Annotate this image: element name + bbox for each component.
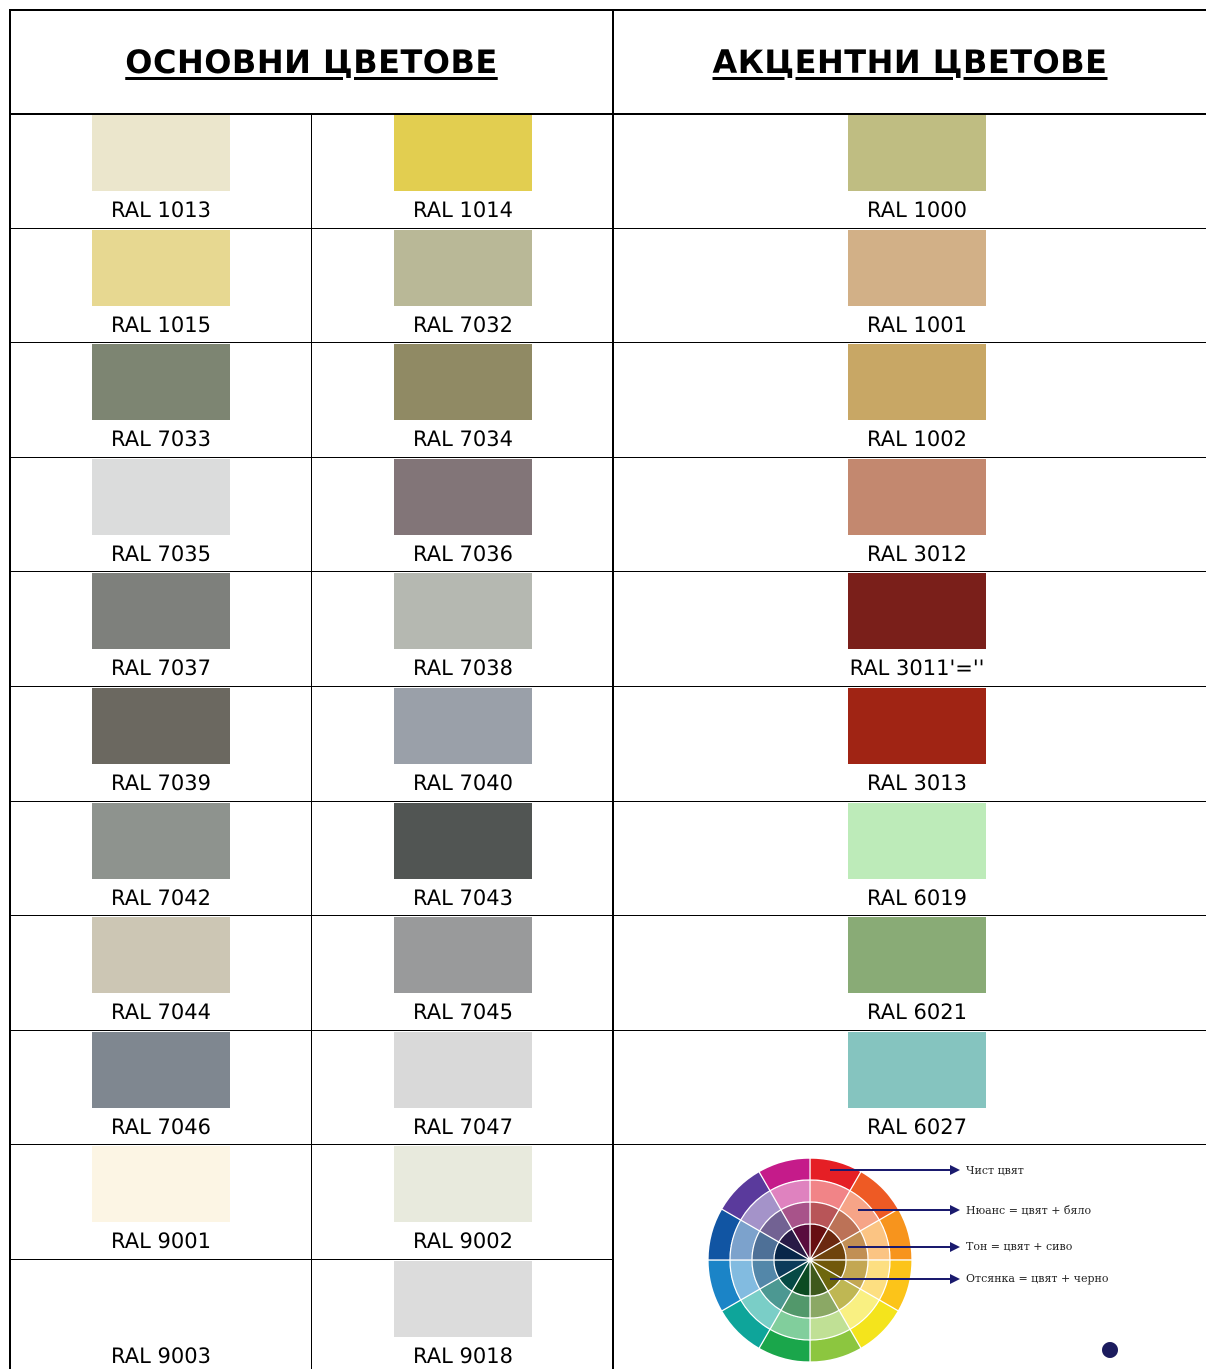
row-divider	[9, 1259, 612, 1260]
color-code-label: RAL 7044	[111, 1000, 211, 1025]
color-swatch	[394, 1146, 532, 1223]
color-code-label: RAL 7037	[111, 656, 211, 681]
logo-icon	[1102, 1342, 1118, 1358]
color-swatch	[394, 917, 532, 994]
color-code-label: RAL 9001	[111, 1229, 211, 1254]
accent-color-code-label: RAL 1000	[867, 198, 967, 222]
color-code-label: RAL 1013	[111, 198, 211, 222]
color-code-label: RAL 7036	[413, 541, 513, 566]
color-code-label: RAL 9003	[111, 1344, 211, 1368]
accent-color-swatch	[848, 802, 986, 879]
row-divider	[9, 1144, 1206, 1146]
color-swatch	[394, 688, 532, 764]
accent-color-code-label: RAL 1002	[867, 427, 967, 452]
color-swatch	[394, 229, 532, 306]
accent-color-code-label: RAL 3011'=''	[849, 656, 985, 681]
accent-color-swatch	[848, 115, 986, 191]
accent-color-code-label: RAL 6019	[867, 885, 967, 910]
color-swatch	[92, 573, 230, 650]
color-code-label: RAL 7038	[413, 656, 513, 681]
color-swatch	[92, 344, 230, 421]
accent-color-swatch	[848, 917, 986, 994]
color-swatch	[92, 917, 230, 994]
accent-colors-heading: АКЦЕНТНИ ЦВЕТОВЕ	[712, 43, 1108, 81]
accent-color-swatch	[848, 573, 986, 650]
color-swatch	[394, 573, 532, 650]
accent-color-swatch	[848, 229, 986, 306]
color-code-label: RAL 9018	[413, 1344, 513, 1368]
pointer-arrowhead	[950, 1165, 960, 1175]
color-swatch	[92, 458, 230, 535]
color-swatch	[92, 802, 230, 879]
row-divider	[9, 571, 1206, 573]
accent-color-swatch	[848, 344, 986, 421]
shade-label: Отсянка = цвят + черно	[966, 1272, 1109, 1285]
table-left-border	[9, 9, 11, 1369]
color-code-label: RAL 7043	[413, 885, 513, 910]
row-divider	[9, 1029, 1206, 1031]
color-swatch	[92, 1031, 230, 1108]
accent-color-code-label: RAL 1001	[867, 312, 967, 337]
row-divider	[9, 800, 1206, 802]
color-code-label: RAL 7035	[111, 541, 211, 566]
pointer-arrowhead	[950, 1205, 960, 1215]
color-code-label: RAL 1014	[413, 198, 513, 222]
pointer-arrowhead	[950, 1242, 960, 1252]
accent-color-code-label: RAL 3013	[867, 771, 967, 795]
tone-label: Тон = цвят + сиво	[966, 1240, 1073, 1253]
color-code-label: RAL 7039	[111, 771, 211, 795]
tint-label: Нюанс = цвят + бяло	[966, 1204, 1092, 1217]
pointer-arrowhead	[950, 1274, 960, 1284]
color-code-label: RAL 7042	[111, 885, 211, 910]
row-divider	[9, 915, 1206, 917]
color-swatch	[394, 1031, 532, 1108]
accent-color-code-label: RAL 3012	[867, 541, 967, 566]
accent-color-swatch	[848, 688, 986, 764]
row-divider	[9, 227, 1206, 229]
color-swatch	[92, 1261, 230, 1337]
color-code-label: RAL 1015	[111, 312, 211, 337]
color-code-label: RAL 7047	[413, 1114, 513, 1139]
main-colors-heading: ОСНОВНИ ЦВЕТОВЕ	[125, 43, 498, 81]
table-top-border	[9, 9, 1206, 11]
row-divider	[9, 686, 1206, 687]
accent-color-code-label: RAL 6021	[867, 1000, 967, 1025]
color-swatch	[92, 115, 230, 191]
color-code-label: RAL 7034	[413, 427, 513, 452]
color-wheel	[707, 1157, 1118, 1363]
row-divider	[9, 342, 1206, 344]
color-swatch	[394, 802, 532, 879]
accent-color-swatch	[848, 1031, 986, 1108]
color-code-label: RAL 7033	[111, 427, 211, 452]
accent-color-swatch	[848, 458, 986, 535]
accent-color-code-label: RAL 6027	[867, 1114, 967, 1139]
color-swatch	[394, 1261, 532, 1337]
section-divider	[612, 9, 614, 1369]
wheel-segment	[791, 1223, 811, 1263]
main-column-divider	[311, 113, 312, 1369]
color-swatch	[394, 115, 532, 191]
color-swatch	[394, 344, 532, 421]
row-divider	[9, 456, 1206, 458]
color-code-label: RAL 7032	[413, 312, 513, 337]
color-swatch	[92, 688, 230, 764]
color-wheel-figure: Чист цвят Нюанс = цвят + бяло Тон = цвят…	[700, 1150, 1120, 1365]
header-bottom-border	[9, 113, 1206, 115]
color-code-label: RAL 9002	[413, 1229, 513, 1254]
color-swatch	[92, 1146, 230, 1223]
color-swatch	[92, 229, 230, 306]
pure-color-label: Чист цвят	[966, 1164, 1024, 1177]
color-code-label: RAL 7046	[111, 1114, 211, 1139]
color-swatch	[394, 458, 532, 535]
color-code-label: RAL 7045	[413, 1000, 513, 1025]
color-code-label: RAL 7040	[413, 771, 513, 795]
